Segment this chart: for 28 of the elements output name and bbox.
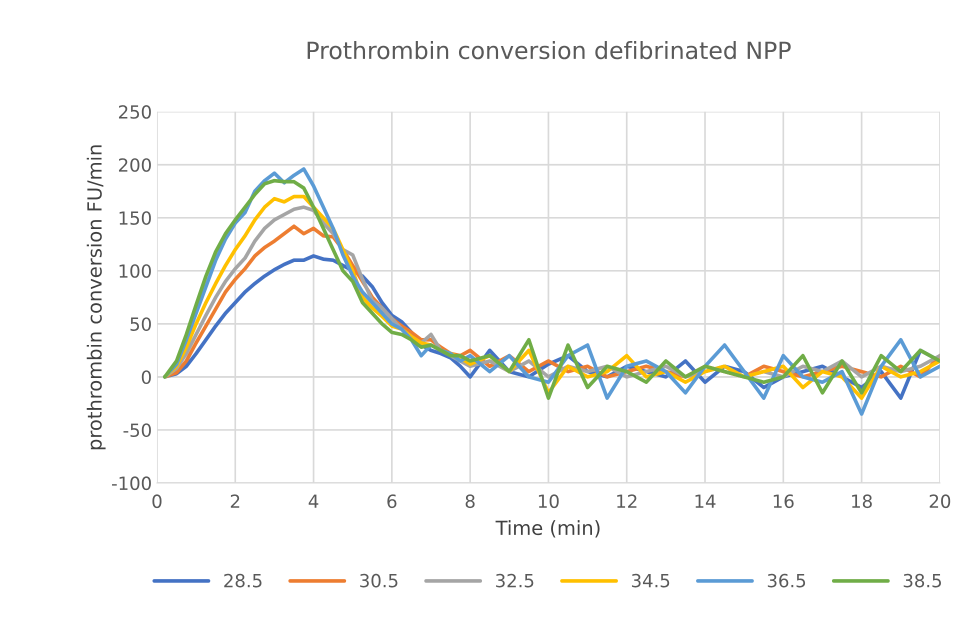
y-tick-label: 50 <box>130 317 151 331</box>
y-axis-title: prothrombin conversion FU/min <box>86 145 106 450</box>
y-tick-label: -100 <box>112 476 151 490</box>
x-tick-label: 4 <box>308 494 318 508</box>
x-tick-label: 0 <box>152 494 162 508</box>
legend-label: 32.5 <box>496 574 534 588</box>
y-tick-label: -50 <box>124 423 151 438</box>
legend-label: 38.5 <box>904 574 942 588</box>
x-tick-label: 16 <box>774 494 794 508</box>
x-axis-title: Time (min) <box>496 520 600 538</box>
y-tick-label: 200 <box>118 158 151 172</box>
x-tick-label: 8 <box>466 494 475 508</box>
x-tick-label: 18 <box>852 494 872 508</box>
y-tick-label: 250 <box>118 105 151 119</box>
x-tick-label: 12 <box>617 494 636 508</box>
x-tick-label: 10 <box>538 494 559 508</box>
x-tick-label: 6 <box>387 494 396 508</box>
chart-title: Prothrombin conversion defibrinated NPP <box>308 40 791 60</box>
legend-label: 34.5 <box>632 574 670 588</box>
y-tick-label: 0 <box>142 370 151 384</box>
y-tick-label: 100 <box>120 264 151 278</box>
x-tick-label: 2 <box>230 494 240 508</box>
x-tick-label: 14 <box>696 494 716 508</box>
legend-label: 28.5 <box>224 574 262 588</box>
y-tick-label: 150 <box>120 211 151 225</box>
x-tick-label: 20 <box>930 494 950 508</box>
legend-label: 30.5 <box>360 574 398 588</box>
legend-label: 36.5 <box>768 574 806 588</box>
